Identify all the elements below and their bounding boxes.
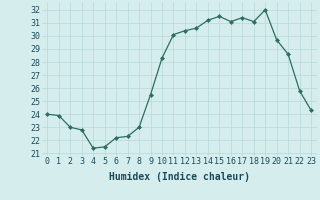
X-axis label: Humidex (Indice chaleur): Humidex (Indice chaleur) xyxy=(109,172,250,182)
